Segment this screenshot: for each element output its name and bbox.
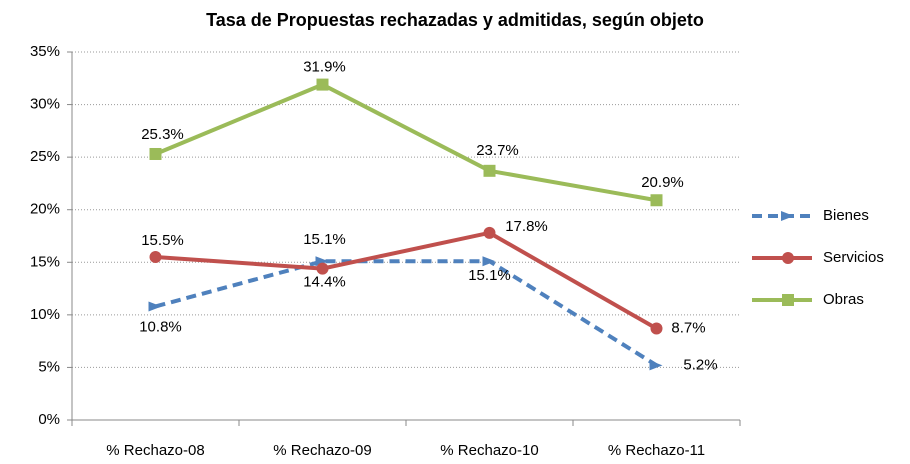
data-label: 20.9% xyxy=(641,174,684,191)
y-tick-label: 0% xyxy=(38,411,60,428)
point xyxy=(315,256,329,267)
y-tick-label: 20% xyxy=(30,201,60,218)
chart-title: Tasa de Propuestas rechazadas y admitida… xyxy=(206,10,704,30)
y-tick-label: 25% xyxy=(30,148,60,165)
data-label: 5.2% xyxy=(683,356,717,373)
point xyxy=(149,147,162,160)
data-label: 17.8% xyxy=(505,218,548,235)
y-tick-label: 15% xyxy=(30,253,60,270)
y-tick-label: 5% xyxy=(38,358,60,375)
data-label: 23.7% xyxy=(476,142,519,159)
x-tick-label: % Rechazo-11 xyxy=(608,442,705,459)
data-label: 8.7% xyxy=(671,319,705,336)
legend-marker xyxy=(781,211,794,221)
point xyxy=(649,360,663,371)
legend-label: Bienes xyxy=(823,207,869,224)
point xyxy=(483,226,496,239)
data-label: 15.1% xyxy=(303,231,346,248)
series-line xyxy=(155,230,658,331)
legend-label: Servicios xyxy=(823,249,884,266)
point xyxy=(482,256,496,267)
legend-label: Obras xyxy=(823,291,864,308)
y-tick-label: 10% xyxy=(30,306,60,323)
series-line xyxy=(154,82,657,203)
point xyxy=(149,251,162,264)
data-label: 25.3% xyxy=(141,126,184,143)
point xyxy=(316,262,329,275)
data-label: 10.8% xyxy=(139,318,182,335)
point xyxy=(148,301,162,312)
y-tick-label: 30% xyxy=(30,96,60,113)
x-tick-label: % Rechazo-09 xyxy=(273,442,371,459)
legend-marker xyxy=(782,252,794,264)
point xyxy=(650,194,663,207)
y-tick-label: 35% xyxy=(30,43,60,60)
data-label: 31.9% xyxy=(303,59,346,76)
point xyxy=(483,164,496,177)
point xyxy=(650,322,663,335)
series-line xyxy=(154,259,658,368)
data-label: 14.4% xyxy=(303,274,346,291)
x-tick-label: % Rechazo-10 xyxy=(440,442,538,459)
point xyxy=(316,78,329,91)
legend-marker xyxy=(782,294,794,306)
data-label: 15.1% xyxy=(468,267,511,284)
x-tick-label: % Rechazo-08 xyxy=(106,442,204,459)
data-label: 15.5% xyxy=(141,232,184,249)
